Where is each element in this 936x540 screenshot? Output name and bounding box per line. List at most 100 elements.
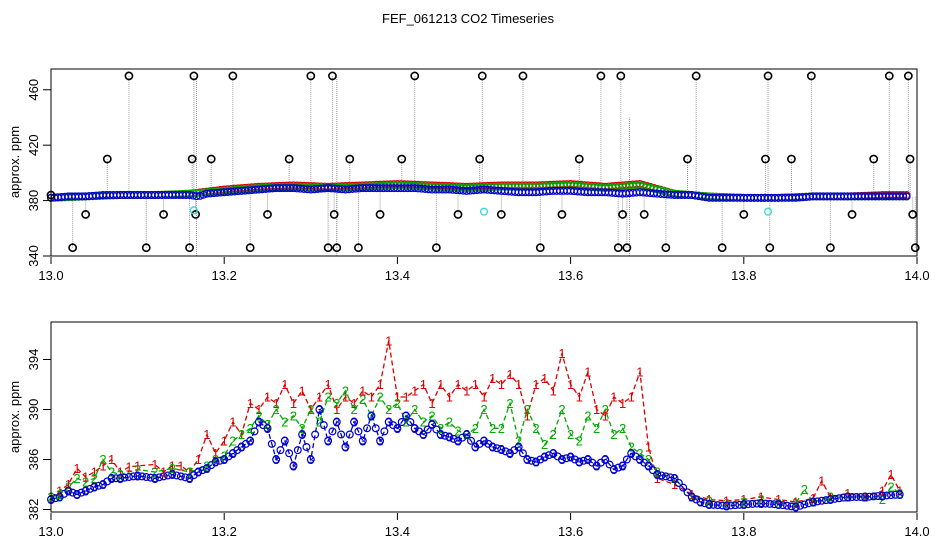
bottom-series3-marker: 3	[229, 446, 236, 461]
bottom-series3-circle	[891, 490, 900, 499]
top-x-tick-label: 13.6	[558, 268, 583, 283]
bottom-series3-circle	[488, 443, 497, 452]
bottom-series3-circle	[674, 478, 683, 487]
bottom-series3-circle	[739, 500, 748, 509]
bottom-series1-marker: 1	[740, 492, 747, 507]
bottom-series2-marker: 2	[472, 421, 479, 436]
bottom-series1-marker: 1	[368, 390, 375, 405]
bottom-series3-marker: 3	[576, 455, 583, 470]
bottom-series3-marker: 3	[792, 500, 799, 515]
bottom-series3-circle	[492, 444, 501, 453]
bottom-series1-marker: 1	[610, 390, 617, 405]
bottom-series1-marker: 1	[350, 396, 357, 411]
top-flag-point	[683, 154, 692, 164]
bottom-series1-marker: 1	[82, 470, 89, 485]
top-flag-point	[124, 71, 134, 81]
bottom-series2-marker: 2	[558, 402, 565, 417]
bottom-series2-marker: 2	[706, 493, 713, 508]
top-flag-point	[189, 71, 199, 81]
bottom-series1-marker: 1	[65, 477, 72, 492]
bottom-series2-marker: 2	[411, 402, 418, 417]
bottom-series3-circle	[449, 434, 458, 443]
bottom-series3-circle	[137, 472, 146, 481]
bottom-series1-marker: 1	[636, 365, 643, 380]
top-y-tick-label: 340	[26, 245, 41, 267]
bottom-series3-circle	[618, 461, 627, 470]
bottom-series3-circle	[566, 453, 575, 462]
bottom-series1-marker: 1	[73, 461, 80, 476]
bottom-series1-marker: 1	[290, 396, 297, 411]
bottom-series1-marker: 1	[887, 467, 894, 482]
bottom-series2-marker: 2	[221, 448, 228, 463]
bottom-series3-marker: 3	[186, 471, 193, 486]
bottom-series3-marker: 3	[273, 452, 280, 467]
bottom-series3-marker: 3	[697, 495, 704, 510]
bottom-series3-marker: 3	[195, 465, 202, 480]
top-plot-frame	[50, 68, 918, 257]
bottom-series1-marker: 1	[151, 457, 158, 472]
bottom-series3-circle	[657, 471, 666, 480]
bottom-series3-circle	[250, 427, 259, 436]
top-blue-point	[195, 191, 204, 200]
bottom-series1-marker: 1	[584, 365, 591, 380]
bottom-series1-marker: 1	[56, 483, 63, 498]
bottom-series1-marker: 1	[602, 408, 609, 423]
bottom-series2-marker: 2	[723, 496, 730, 511]
bottom-series3-circle	[540, 453, 549, 462]
bottom-series3-circle	[622, 455, 631, 464]
bottom-series3-circle	[804, 499, 813, 508]
top-flag-point	[717, 243, 727, 253]
bottom-series3-circle	[718, 501, 727, 510]
bottom-series2-marker: 2	[758, 492, 765, 507]
top-flag-point	[328, 71, 337, 81]
bottom-series3-marker: 3	[541, 450, 548, 465]
bottom-series3-marker: 3	[628, 446, 635, 461]
bottom-series3-circle	[51, 494, 60, 503]
bottom-series3-marker: 3	[489, 440, 496, 455]
bottom-series3-marker: 3	[299, 427, 306, 442]
bottom-series3-marker: 3	[108, 471, 115, 486]
bottom-series1-marker: 1	[671, 477, 678, 492]
bottom-series1-marker: 1	[827, 490, 834, 505]
bottom-series3-circle	[869, 492, 878, 501]
bottom-series1-marker: 1	[169, 458, 176, 473]
bottom-series3-circle	[345, 430, 354, 439]
bottom-series3-circle	[661, 472, 670, 481]
bottom-series3-circle	[874, 492, 883, 501]
bottom-series2-marker: 2	[281, 415, 288, 430]
top-flag-point	[905, 154, 915, 164]
top-flag-point	[397, 154, 407, 164]
top-flag-point	[765, 243, 775, 253]
bottom-series3-marker: 3	[411, 421, 418, 436]
bottom-series2-marker: 2	[879, 492, 886, 507]
bottom-series3-marker: 3	[593, 458, 600, 473]
bottom-series2-marker: 2	[446, 415, 453, 430]
bottom-series3-circle	[848, 493, 857, 502]
bottom-series2-marker: 2	[506, 396, 513, 411]
bottom-series3-circle	[822, 496, 831, 505]
bottom-series2-marker: 2	[117, 467, 124, 482]
bottom-series1-marker: 1	[420, 377, 427, 392]
top-flag-point	[535, 243, 545, 253]
bottom-series2-marker: 2	[203, 458, 210, 473]
bottom-series1-marker: 1	[758, 490, 765, 505]
top-flag-point	[206, 154, 216, 164]
bottom-series3-circle	[215, 456, 224, 465]
bottom-series2-marker: 2	[740, 495, 747, 510]
bottom-series1-marker: 1	[844, 486, 851, 501]
bottom-series3-circle	[713, 501, 722, 510]
bottom-series3-marker: 3	[506, 446, 513, 461]
bottom-series3-marker: 3	[238, 440, 245, 455]
bottom-x-tick-label: 13.6	[558, 524, 583, 539]
bottom-series3-circle	[791, 503, 800, 512]
bottom-series1-marker: 1	[619, 396, 626, 411]
bottom-series2-marker: 2	[896, 486, 903, 501]
bottom-series3-marker: 3	[472, 440, 479, 455]
bottom-series3-circle	[826, 495, 835, 504]
bottom-series3-circle	[562, 454, 571, 463]
bottom-series3-circle	[120, 473, 129, 482]
top-flag-point	[908, 210, 918, 219]
bottom-series2-marker: 2	[420, 415, 427, 430]
bottom-series3-circle	[90, 483, 99, 492]
